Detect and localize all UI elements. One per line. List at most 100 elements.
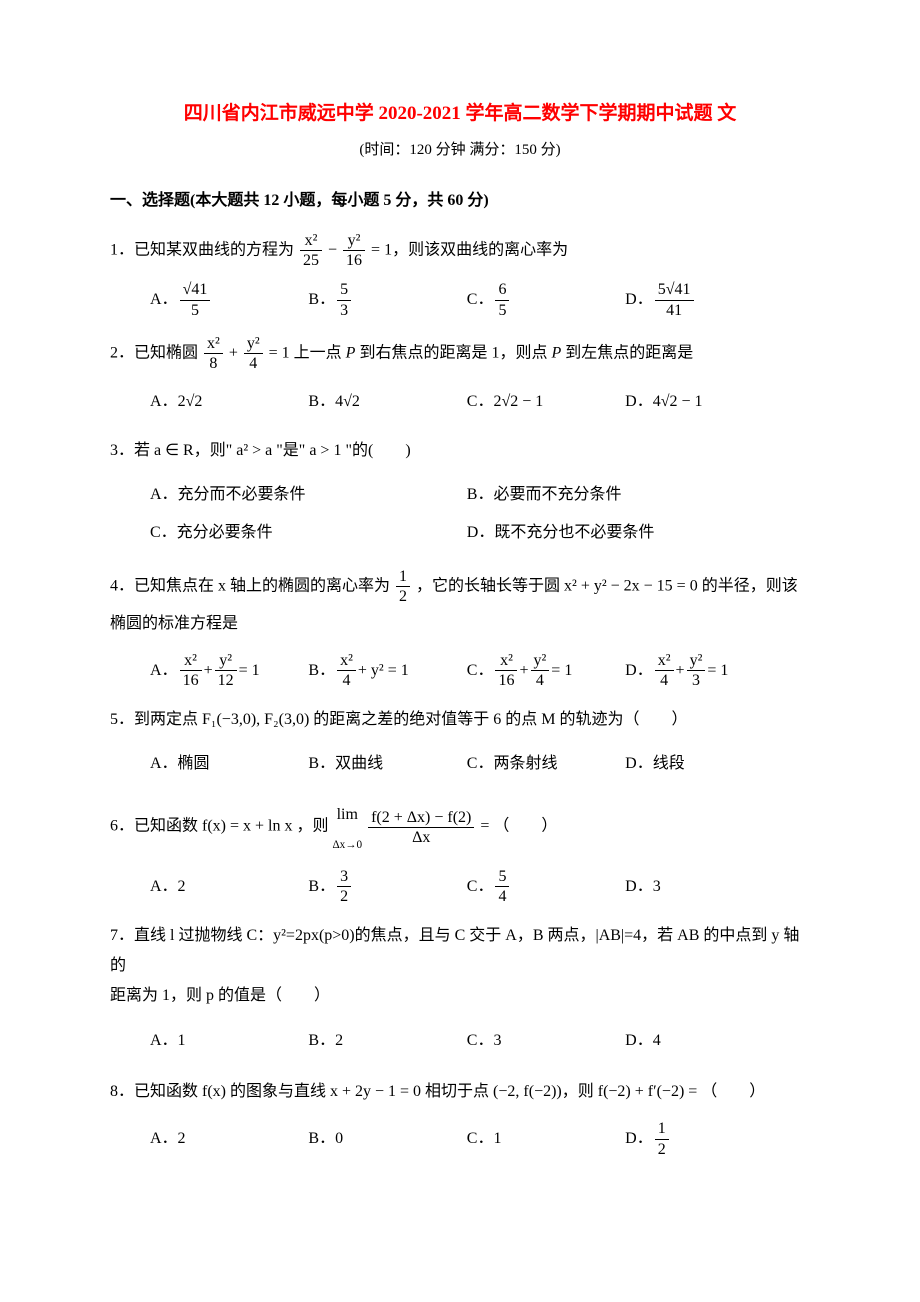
frac-num: 1 <box>396 567 410 587</box>
q2-option-d: D．4√2 − 1 <box>625 383 783 421</box>
q7-option-a: A．1 <box>150 1022 308 1060</box>
q7-option-b: B．2 <box>308 1022 466 1060</box>
option-tail: = 1 <box>239 652 260 690</box>
plus-sign: + <box>204 652 213 690</box>
frac-den: 3 <box>687 671 706 690</box>
plus-sign: + <box>229 344 242 361</box>
q4-option-d: D． x²4 + y²3 = 1 <box>625 651 783 690</box>
q1-option-a: A． √41 5 <box>150 280 308 319</box>
q8-options: A．2 B．0 C．1 D． 12 <box>150 1119 810 1158</box>
q2-option-a: A．2√2 <box>150 383 308 421</box>
frac-den: 16 <box>343 251 365 270</box>
q1-options: A． √41 5 B． 5 3 C． 6 5 D． 5√41 41 <box>150 280 810 319</box>
frac-den: 4 <box>495 887 509 906</box>
frac-num: √41 <box>180 280 211 300</box>
q7-line2: 距离为 1，则 p 的值是（ ） <box>110 987 330 1004</box>
q6-stem-pre: 6．已知函数 f(x) = x + ln x ，则 <box>110 818 332 835</box>
q3-option-c: C．充分必要条件 <box>150 514 467 552</box>
option-label: B． <box>308 281 335 319</box>
frac-num: y² <box>343 231 365 251</box>
option-value: 2√2 <box>178 383 203 421</box>
q5-option-a: A．椭圆 <box>150 745 308 783</box>
option-value: 2√2 − 1 <box>493 383 543 421</box>
var-p: P <box>346 344 356 361</box>
frac-den: 4 <box>244 354 263 373</box>
q1-frac2: y² 16 <box>343 231 365 270</box>
q8-option-d: D． 12 <box>625 1119 783 1158</box>
frac-den: 2 <box>655 1140 669 1159</box>
frac-num: 5 <box>495 867 509 887</box>
option-label: B． <box>308 652 335 690</box>
question-7: 7．直线 l 过抛物线 C：y²=2px(p>0)的焦点，且与 C 交于 A，B… <box>110 921 810 1012</box>
question-3: 3．若 a ∈ R，则" a² > a "是" a > 1 "的( ) <box>110 436 810 466</box>
q2-stem-post: 到左焦点的距离是 <box>565 344 693 361</box>
option-label: D． <box>625 652 653 690</box>
frac-num: y² <box>244 334 263 354</box>
frac-num: x² <box>180 651 202 671</box>
frac-den: 3 <box>337 301 351 320</box>
frac-num: y² <box>215 651 237 671</box>
limit-expression: lim Δx→0 <box>332 797 362 857</box>
limit-sub: Δx→0 <box>332 833 362 858</box>
option-label: D． <box>625 1120 653 1158</box>
option-tail: = 1 <box>707 652 728 690</box>
q5-options: A．椭圆 B．双曲线 C．两条射线 D．线段 <box>150 745 810 783</box>
option-label: C． <box>467 383 494 421</box>
q5-option-d: D．线段 <box>625 745 783 783</box>
option-value: 4√2 − 1 <box>653 383 703 421</box>
section-heading: 一、选择题(本大题共 12 小题，每小题 5 分，共 60 分) <box>110 189 810 213</box>
q2-options: A．2√2 B．4√2 C．2√2 − 1 D．4√2 − 1 <box>150 383 810 421</box>
q4-stem-mid: ，它的长轴长等于圆 x² + y² − 2x − 15 = 0 的半径，则该 <box>416 577 798 594</box>
q4-option-b: B． x²4 + y² = 1 <box>308 651 466 690</box>
q2-stem-mid: = 1 上一点 <box>269 344 346 361</box>
q1-option-c: C． 6 5 <box>467 280 625 319</box>
q2-stem-pre: 2．已知椭圆 <box>110 344 202 361</box>
q8-option-a: A．2 <box>150 1119 308 1158</box>
frac-den: 16 <box>495 671 517 690</box>
frac-num: x² <box>337 651 356 671</box>
question-6: 6．已知函数 f(x) = x + ln x ，则 lim Δx→0 f(2 +… <box>110 797 810 857</box>
q2-option-b: B．4√2 <box>308 383 466 421</box>
frac-den: 2 <box>396 587 410 606</box>
q2-option-c: C．2√2 − 1 <box>467 383 625 421</box>
option-tail: + y² = 1 <box>358 652 409 690</box>
option-label: C． <box>467 281 494 319</box>
option-frac: 5√41 41 <box>655 280 694 319</box>
question-1: 1．已知某双曲线的方程为 x² 25 − y² 16 = 1，则该双曲线的离心率… <box>110 231 810 270</box>
q2-frac1: x² 8 <box>204 334 223 373</box>
q6-options: A．2 B． 32 C． 54 D．3 <box>150 867 810 906</box>
q6-option-b: B． 32 <box>308 867 466 906</box>
q3-option-a: A．充分而不必要条件 <box>150 476 467 514</box>
question-5: 5．到两定点 F₁(−3,0), F₂(3,0) 的距离之差的绝对值等于 6 的… <box>110 705 810 735</box>
frac-den: 5 <box>495 301 509 320</box>
q1-option-d: D． 5√41 41 <box>625 280 783 319</box>
frac-num: 3 <box>337 867 351 887</box>
plus-sign: + <box>676 652 685 690</box>
option-frac: √41 5 <box>180 280 211 319</box>
q1-stem-post: = 1，则该双曲线的离心率为 <box>371 241 568 258</box>
option-label: C． <box>467 868 494 906</box>
q8-option-c: C．1 <box>467 1119 625 1158</box>
option-label: A． <box>150 281 178 319</box>
q6-limit-frac: f(2 + Δx) − f(2) Δx <box>368 808 474 847</box>
question-2: 2．已知椭圆 x² 8 + y² 4 = 1 上一点 P 到右焦点的距离是 1，… <box>110 334 810 373</box>
frac-den: 8 <box>204 354 223 373</box>
q1-stem-pre: 1．已知某双曲线的方程为 <box>110 241 298 258</box>
var-p: P <box>551 344 561 361</box>
q3-options: A．充分而不必要条件 B．必要而不充分条件 C．充分必要条件 D．既不充分也不必… <box>150 476 810 553</box>
q4-option-a: A． x²16 + y²12 = 1 <box>150 651 308 690</box>
exam-title: 四川省内江市威远中学 2020-2021 学年高二数学下学期期中试题 文 <box>110 100 810 129</box>
q6-option-d: D．3 <box>625 867 783 906</box>
frac-num: y² <box>531 651 550 671</box>
q6-stem-post: = （ ） <box>480 818 557 835</box>
frac-den: 4 <box>531 671 550 690</box>
exam-subtitle: (时间：120 分钟 满分：150 分) <box>110 139 810 162</box>
limit-label: lim <box>332 797 362 832</box>
option-label: A． <box>150 383 178 421</box>
frac-num: x² <box>655 651 674 671</box>
option-label: B． <box>308 868 335 906</box>
frac-den: 41 <box>655 301 694 320</box>
frac-num: 5 <box>337 280 351 300</box>
option-label: A． <box>150 652 178 690</box>
q4-eccentricity: 1 2 <box>396 567 410 606</box>
